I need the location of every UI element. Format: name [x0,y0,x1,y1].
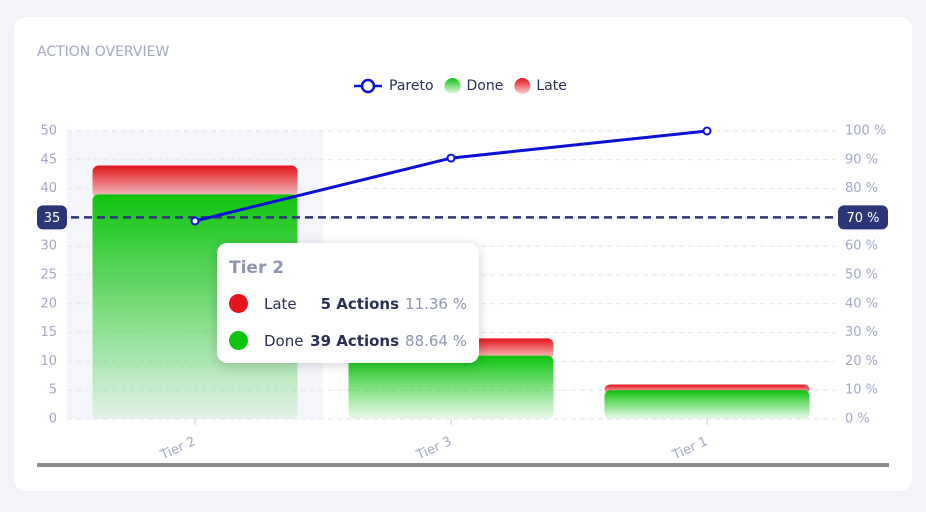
tooltip-title: Tier 2 [229,258,285,278]
tooltip-row: Late 5 Actions 11.36 % [229,294,469,314]
y-tick-label: 50 [40,124,57,139]
pareto-point [446,153,456,163]
x-tick-label: Tier 3 [413,434,454,464]
x-tick-label: Tier 1 [669,434,710,464]
y2-tick-label: 60 % [845,239,878,254]
scrollbar [37,463,889,467]
legend-label: Late [536,78,566,94]
y2-tick-label: 90 % [845,152,878,167]
x-tick-label: Tier 2 [157,434,198,464]
y2-tick-label: 0 % [845,412,870,427]
tooltip-percent: 11.36 % [405,295,467,313]
tooltip-row: Done 39 Actions 88.64 % [229,331,469,351]
y-tick-label: 30 [40,239,57,254]
y2-tick-label: 50 % [845,268,878,283]
y-tick-label: 10 [40,354,57,369]
y-tick-label: 15 [40,325,57,340]
bar-late [92,165,298,199]
reference-label: 35 [44,211,61,226]
tooltip-dot [229,331,248,350]
tooltip-dot [229,294,248,313]
legend-marker [444,78,461,94]
y-tick-label: 40 [40,181,57,196]
bar-done [604,390,810,419]
reference-badge [37,205,67,230]
y2-tick-label: 20 % [845,354,878,369]
y-tick-label: 25 [40,268,57,283]
legend-label: Pareto [389,78,434,94]
legend-item[interactable]: Late [514,78,567,94]
legend-marker [360,78,376,94]
tooltip-name: Late [264,295,297,313]
bar-done [348,355,554,419]
y2-tick-label: 30 % [845,325,878,340]
reference-badge [838,205,888,230]
pareto-point [702,126,712,136]
reference-y2-label: 70 % [846,211,879,226]
tooltip-name: Done [264,332,304,350]
y-tick-label: 20 [40,296,57,311]
y2-tick-label: 100 % [845,124,886,139]
pareto-point [190,216,200,226]
y-tick-label: 5 [49,383,57,398]
tooltip-count: 39 Actions [310,332,399,350]
legend-item[interactable]: Done [444,78,504,94]
tooltip: Tier 2 Late 5 Actions 11.36 % Done 39 Action… [217,243,479,363]
y-tick-label: 45 [40,152,57,167]
tooltip-percent: 88.64 % [405,332,467,350]
y-tick-label: 0 [49,412,57,427]
tooltip-count: 5 Actions [320,295,399,313]
legend-item[interactable]: Pareto [354,78,434,94]
chart-title: ACTION OVERVIEW [37,44,169,60]
y2-tick-label: 10 % [845,383,878,398]
legend-marker [514,78,531,94]
legend-label: Done [467,78,504,94]
y2-tick-label: 40 % [845,296,878,311]
y2-tick-label: 80 % [845,181,878,196]
